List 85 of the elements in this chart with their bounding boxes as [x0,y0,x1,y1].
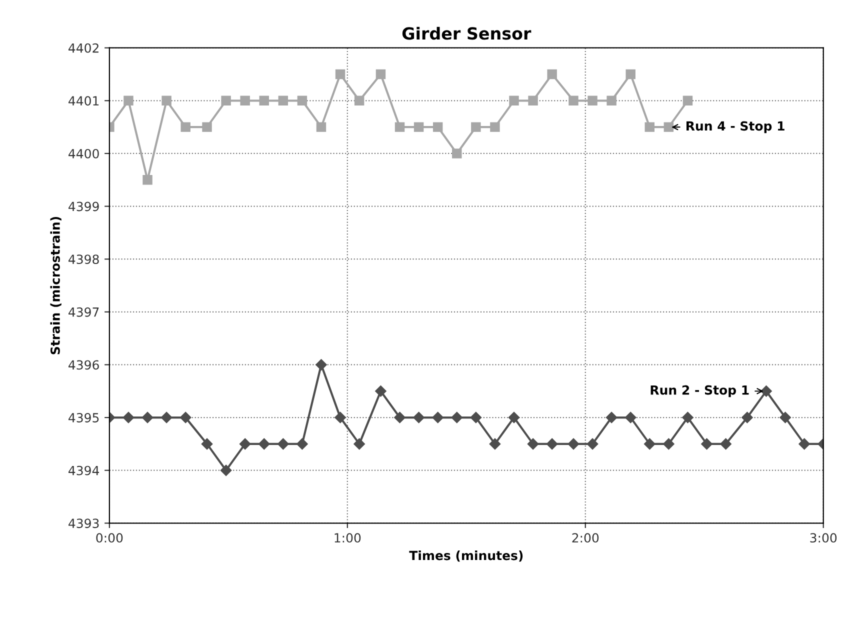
point [663,438,674,450]
point [180,122,190,132]
x-axis-title: Times (minutes) [409,550,523,562]
point [201,438,213,450]
point [780,412,791,424]
point [220,464,232,476]
point [259,96,269,106]
point [508,412,520,424]
point [451,412,462,424]
point [568,438,580,450]
point [760,386,772,397]
point [394,122,405,132]
point [546,438,558,450]
point [160,412,172,424]
x-tick-label: 3:00 [810,533,837,543]
point [682,412,694,424]
point [471,122,481,132]
point [375,386,386,397]
point [278,96,288,106]
point [316,359,327,370]
chart-title: Girder Sensor [402,26,532,40]
point [527,438,539,450]
point [742,412,753,424]
point [376,69,386,80]
x-tick-label: 1:00 [334,533,361,543]
y-axis-title: Strain (microstrain) [50,216,62,354]
point [162,96,172,106]
y-tick-label: 4396 [68,360,99,370]
point [122,412,134,424]
y-tick-label: 4393 [68,518,99,528]
annotation: Run 2 - Stop 1 [650,385,749,398]
point [682,96,693,106]
point [489,438,501,450]
point [296,438,308,450]
point [240,96,250,106]
point [180,412,192,424]
y-tick-label: 4398 [68,254,99,264]
point [547,69,557,80]
x-tick-label: 0:00 [96,533,123,543]
point [413,412,424,424]
annotation: Run 4 - Stop 1 [686,121,784,134]
point [452,148,462,158]
point [142,412,154,424]
point [490,122,500,132]
point [588,96,598,106]
point [142,175,152,185]
point [625,412,636,424]
point [297,96,308,106]
point [644,122,655,132]
y-tick-label: 4399 [68,202,99,212]
point [509,96,519,106]
point [606,96,616,106]
point [316,122,326,132]
y-tick-label: 4395 [68,413,99,422]
point [354,438,365,450]
point [720,438,732,450]
point [470,412,482,424]
point [278,438,289,450]
point [528,96,538,106]
point [606,412,618,424]
point [664,122,674,132]
point [432,122,443,132]
point [202,122,212,132]
point [432,412,444,424]
point [394,412,406,424]
point [258,438,270,450]
point [798,438,810,450]
point [354,96,364,106]
y-tick-label: 4402 [68,43,98,53]
point [568,96,578,106]
point [626,69,636,80]
point [586,438,598,450]
point [334,412,346,424]
point [221,96,231,106]
point [335,69,346,80]
y-tick-label: 4400 [68,148,99,158]
point [124,96,134,106]
y-tick-label: 4401 [68,96,99,106]
point [239,438,251,450]
y-tick-label: 4397 [68,307,99,317]
point [701,438,712,450]
point [414,122,424,132]
y-tick-label: 4394 [68,466,100,476]
point [644,438,656,450]
x-tick-label: 2:00 [572,533,599,543]
